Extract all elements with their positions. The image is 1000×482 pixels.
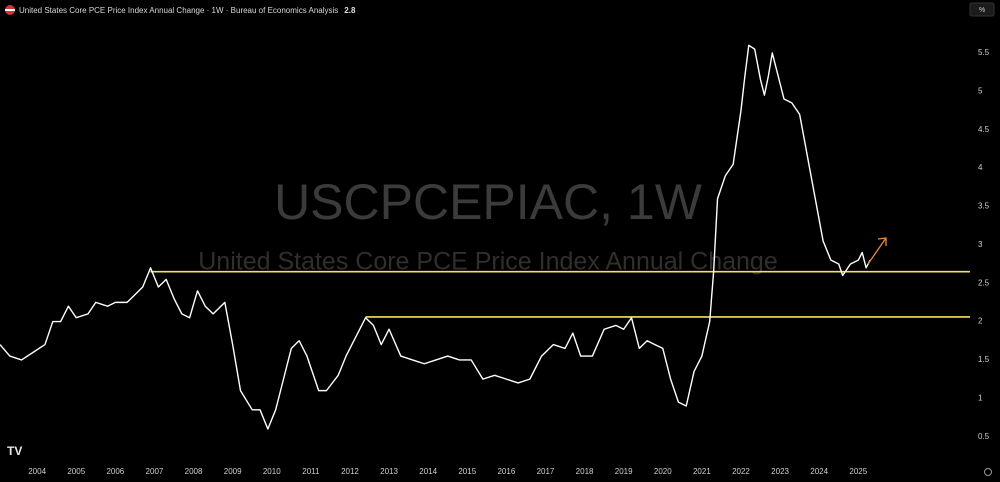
x-tick-label: 2020	[654, 467, 672, 476]
y-tick-label: 2	[978, 317, 983, 326]
x-tick-label: 2004	[28, 467, 46, 476]
logo: TV	[7, 444, 22, 458]
x-tick-label: 2017	[537, 467, 555, 476]
chart-title: United States Core PCE Price Index Annua…	[19, 6, 338, 15]
x-tick-label: 2015	[458, 467, 476, 476]
x-tick-label: 2007	[146, 467, 164, 476]
x-tick-label: 2013	[380, 467, 398, 476]
x-tick-label: 2009	[224, 467, 242, 476]
unit-label: %	[979, 7, 985, 14]
x-tick-label: 2011	[302, 467, 320, 476]
x-tick-label: 2019	[615, 467, 633, 476]
settings-icon[interactable]	[984, 468, 992, 476]
y-tick-label: 4.5	[978, 125, 990, 134]
y-tick-label: 1	[978, 393, 983, 402]
x-tick-label: 2018	[576, 467, 594, 476]
x-tick-label: 2005	[67, 467, 85, 476]
x-tick-label: 2012	[341, 467, 359, 476]
y-tick-label: 2.5	[978, 278, 990, 287]
x-tick-label: 2024	[810, 467, 828, 476]
x-tick-label: 2006	[106, 467, 124, 476]
watermark: USCPCEPIAC, 1W	[274, 174, 703, 230]
y-tick-label: 3	[978, 240, 983, 249]
x-tick-label: 2025	[849, 467, 867, 476]
flag-stripe	[5, 9, 15, 11]
unit-button[interactable]	[969, 2, 995, 17]
plot	[0, 44, 970, 430]
x-tick-label: 2010	[263, 467, 281, 476]
x-tick-label: 2014	[419, 467, 437, 476]
x-tick-label: 2008	[185, 467, 203, 476]
y-tick-label: 0.5	[978, 432, 990, 441]
y-tick-label: 1.5	[978, 355, 990, 364]
x-tick-label: 2023	[771, 467, 789, 476]
y-tick-label: 3.5	[978, 202, 990, 211]
x-tick-label: 2016	[497, 467, 515, 476]
x-tick-label: 2021	[693, 467, 711, 476]
data-line	[0, 44, 871, 430]
y-tick-label: 5.5	[978, 48, 990, 57]
y-tick-label: 5	[978, 86, 983, 95]
x-tick-label: 2022	[732, 467, 750, 476]
last-value: 2.8	[344, 6, 356, 15]
y-tick-label: 4	[978, 163, 983, 172]
arrow-annotation	[867, 237, 887, 265]
